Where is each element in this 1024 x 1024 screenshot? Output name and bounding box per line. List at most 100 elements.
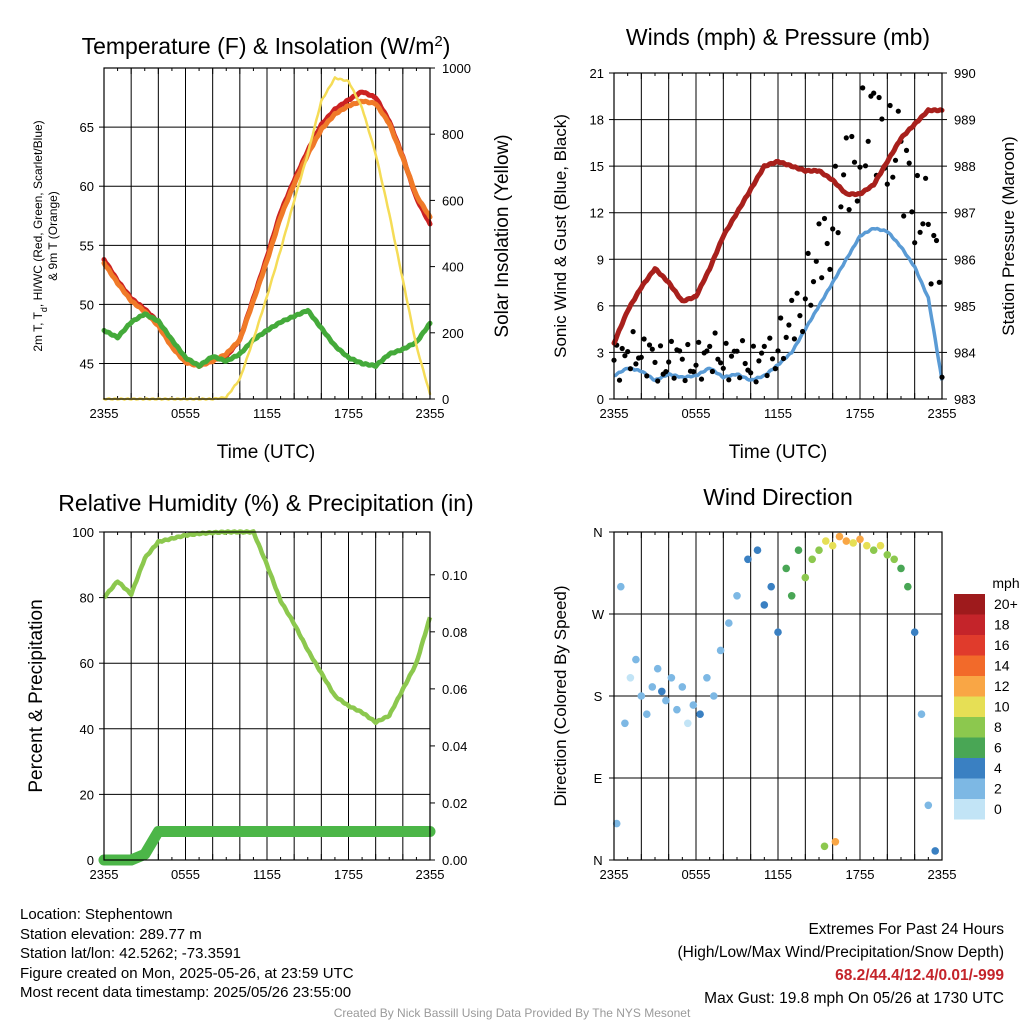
direction-point <box>815 546 823 554</box>
legend-swatch <box>954 676 985 697</box>
y-tick-label: 20 <box>80 787 94 802</box>
gust-point <box>830 226 836 232</box>
legend-label: 0 <box>994 801 1002 817</box>
recent-data-text: Most recent data timestamp: 2025/05/26 2… <box>20 984 352 1001</box>
gust-point <box>901 213 907 219</box>
gust-point <box>723 340 729 346</box>
direction-point <box>904 582 912 591</box>
speed-legend: 20+ 18 16 14 12 10 8 6 4 2 0 <box>954 594 1018 820</box>
y-tick-label-right: 988 <box>954 159 976 174</box>
y-tick-label: 6 <box>597 299 604 314</box>
wind-panel-title: Winds (mph) & Pressure (mb) <box>626 24 930 50</box>
x-tick-label: 0555 <box>171 867 200 882</box>
gust-point <box>709 368 716 375</box>
y-tick-label: 80 <box>80 591 94 606</box>
direction-point <box>782 564 790 573</box>
gust-point <box>679 356 685 362</box>
gust-point <box>652 359 658 365</box>
gust-point <box>876 94 882 101</box>
y-tick-label: 100 <box>72 525 94 540</box>
direction-point <box>612 819 621 828</box>
y-tick-label-right: 984 <box>954 345 976 360</box>
gust-point <box>854 198 860 204</box>
gust-point <box>734 348 740 354</box>
extremes-summary: Extremes For Past 24 Hours (High/Low/Max… <box>678 918 1005 1010</box>
station-info: Location: Stephentown Station elevation:… <box>20 905 354 1003</box>
direction-point <box>733 592 741 600</box>
gust-point <box>884 181 890 187</box>
direction-point <box>849 539 857 547</box>
gust-point <box>906 160 912 166</box>
y-tick-label: 40 <box>80 722 94 737</box>
direction-point <box>931 847 939 855</box>
gust-point <box>802 296 808 302</box>
credit-line: Created By Nick Bassill Using Data Provi… <box>333 1006 691 1020</box>
y-tick-label: W <box>592 607 605 622</box>
gust-point <box>668 338 675 344</box>
temperature-panel: 45 50 55 60 65 0 200 400 600 800 1000 2355 0555 1155 1… <box>80 61 471 421</box>
y-tick-label: 3 <box>597 345 604 360</box>
gust-point <box>805 250 811 256</box>
direction-point <box>653 664 662 673</box>
gust-point <box>641 336 647 342</box>
gust-point <box>704 348 710 354</box>
gust-point <box>649 346 655 352</box>
x-tick-label: 2355 <box>928 867 957 882</box>
legend-label: 20+ <box>994 596 1018 612</box>
direction-point <box>643 710 651 718</box>
wind-yaxis-label: Sonic Wind & Gust (Blue, Black) <box>551 114 570 358</box>
y-tick-label: 15 <box>590 159 604 174</box>
legend-label: 10 <box>994 699 1010 715</box>
series-line-sonic-wind <box>613 226 944 383</box>
gust-point <box>890 174 896 180</box>
direction-point <box>684 719 692 728</box>
legend-swatch <box>954 614 985 635</box>
gust-point <box>619 345 625 352</box>
x-tick-label: 1755 <box>334 406 363 421</box>
gust-point <box>849 133 855 140</box>
gust-point <box>871 90 877 96</box>
y-tick-label-right: 0.00 <box>442 853 467 868</box>
direction-point <box>822 537 830 545</box>
gust-point <box>696 339 702 345</box>
rh-panel-title: Relative Humidity (%) & Precipitation (i… <box>58 490 473 516</box>
direction-point <box>801 573 810 582</box>
legend-label: 2 <box>994 781 1002 797</box>
gust-point <box>862 163 869 169</box>
direction-point <box>842 537 851 545</box>
y-tick-label: E <box>594 771 603 786</box>
gust-point <box>797 313 803 319</box>
y-tick-label-right: 983 <box>954 392 976 407</box>
rh-yaxis-label: Percent & Precipitation <box>26 599 47 792</box>
y-tick-label-right: 400 <box>442 260 464 275</box>
gust-point <box>644 373 650 379</box>
y-tick-label-right: 0 <box>442 392 449 407</box>
legend-label: 12 <box>994 678 1010 694</box>
direction-point <box>890 555 898 564</box>
direction-point <box>716 646 725 655</box>
gust-point <box>748 370 754 376</box>
y-tick-label-right: 986 <box>954 252 976 267</box>
gust-point <box>786 322 792 328</box>
x-tick-label: 1155 <box>764 406 792 421</box>
direction-point <box>820 842 829 851</box>
direction-point <box>621 719 629 728</box>
y-tick-label: 50 <box>80 297 94 312</box>
gust-point <box>851 159 858 165</box>
y-tick-label-right: 600 <box>442 193 464 208</box>
direction-point <box>760 601 769 609</box>
y-tick-label-right: 1000 <box>442 61 471 76</box>
gust-point <box>750 343 757 349</box>
direction-point <box>667 674 676 682</box>
gust-point <box>912 240 918 246</box>
direction-point <box>753 546 762 554</box>
extremes-values: 68.2/44.4/12.4/0.01/-999 <box>835 967 1004 984</box>
dir-yaxis-label: Direction (Colored By Speed) <box>551 585 570 806</box>
direction-point <box>626 674 635 682</box>
direction-point <box>632 655 640 664</box>
gust-point <box>646 342 653 348</box>
gust-point <box>627 366 634 372</box>
direction-point <box>662 696 670 705</box>
y-tick-label-right: 0.10 <box>442 568 467 583</box>
legend-label: 18 <box>994 617 1010 633</box>
